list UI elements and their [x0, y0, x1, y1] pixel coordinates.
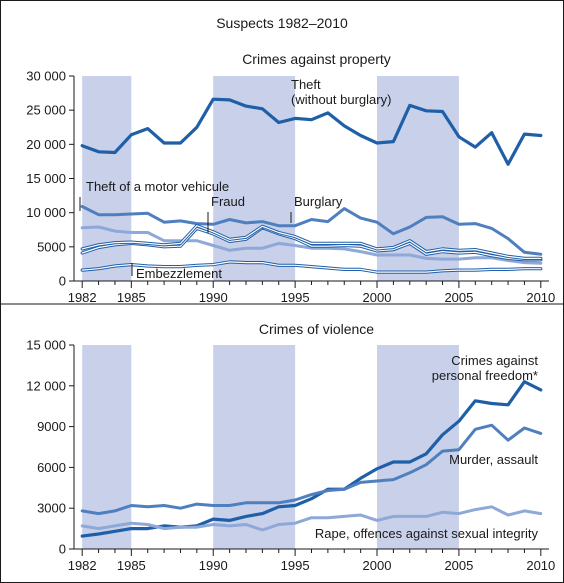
panel-title: Crimes against property: [242, 51, 391, 67]
chart-panel-1: Crimes of violence 0 3000 6000 9000 12 000 15 …: [26, 321, 555, 573]
series-line: [80, 423, 543, 516]
y-tick-label: 9000: [37, 419, 66, 434]
x-tick-label: 2005: [444, 558, 473, 573]
y-tick-label: 10 000: [26, 205, 66, 220]
series-line-inner: [81, 227, 542, 261]
x-tick-label: 1985: [117, 558, 146, 573]
series-line: [80, 97, 543, 166]
chart-panel-0: Crimes against property 0 5000 10 000 15 000…: [26, 51, 555, 305]
x-tick-label: 2000: [363, 558, 392, 573]
series-annotation: Embezzlement: [136, 266, 222, 281]
x-tick-label: 1995: [281, 290, 310, 305]
y-tick-label: 3000: [37, 501, 66, 516]
series-line: [80, 205, 543, 256]
series-annotation: Crimes against: [451, 353, 538, 368]
x-tick-label: 1985: [117, 290, 146, 305]
x-tick-label: 1982: [68, 290, 97, 305]
series-annotation: Fraud: [211, 194, 245, 209]
shaded-period: [82, 345, 132, 549]
shaded-period: [213, 345, 296, 549]
panel-title: Crimes of violence: [259, 321, 374, 337]
series-annotation: (without burglary): [291, 92, 391, 107]
x-tick-label: 1990: [199, 558, 228, 573]
y-tick-label: 5000: [37, 239, 66, 254]
series-line-inner: [81, 225, 542, 259]
series-line-inner: [81, 261, 542, 273]
y-tick-label: 30 000: [26, 69, 66, 84]
series-line: [80, 505, 543, 532]
series-annotation: Theft: [291, 77, 321, 92]
main-title: Suspects 1982–2010: [216, 15, 348, 31]
y-tick-label: 0: [59, 542, 66, 557]
series-annotation: Murder, assault: [449, 452, 538, 467]
y-tick-label: 0: [59, 274, 66, 289]
series-annotation: personal freedom*: [432, 368, 538, 383]
series-annotation: Rape, offences against sexual integrity: [315, 526, 539, 541]
x-tick-label: 2000: [363, 290, 392, 305]
y-tick-label: 15 000: [26, 171, 66, 186]
x-tick-label: 1995: [281, 558, 310, 573]
x-tick-label: 1982: [68, 558, 97, 573]
x-tick-label: 2005: [444, 290, 473, 305]
series-annotation: Theft of a motor vehicule: [86, 179, 229, 194]
y-tick-label: 25 000: [26, 103, 66, 118]
series-line: [80, 225, 543, 265]
x-tick-label: 2010: [526, 558, 555, 573]
y-tick-label: 12 000: [26, 378, 66, 393]
y-tick-label: 15 000: [26, 338, 66, 353]
series-annotation: Burglary: [294, 194, 343, 209]
y-tick-label: 20 000: [26, 137, 66, 152]
x-tick-label: 1990: [199, 290, 228, 305]
x-tick-label: 2010: [526, 290, 555, 305]
y-tick-label: 6000: [37, 460, 66, 475]
